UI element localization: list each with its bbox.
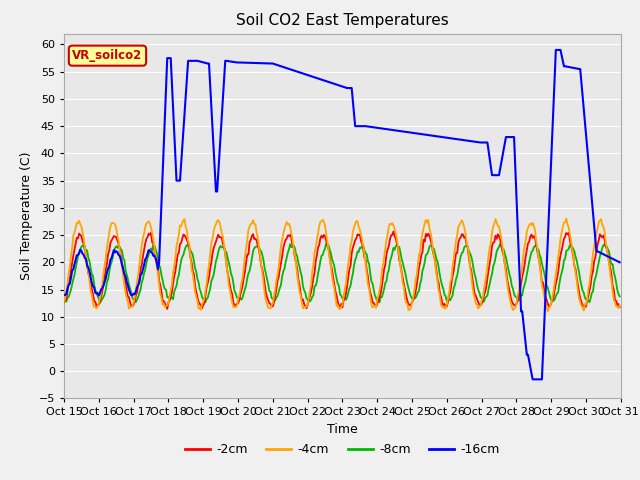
Y-axis label: Soil Temperature (C): Soil Temperature (C): [20, 152, 33, 280]
X-axis label: Time: Time: [327, 423, 358, 436]
Title: Soil CO2 East Temperatures: Soil CO2 East Temperatures: [236, 13, 449, 28]
Legend: -2cm, -4cm, -8cm, -16cm: -2cm, -4cm, -8cm, -16cm: [180, 438, 505, 461]
Text: VR_soilco2: VR_soilco2: [72, 49, 143, 62]
